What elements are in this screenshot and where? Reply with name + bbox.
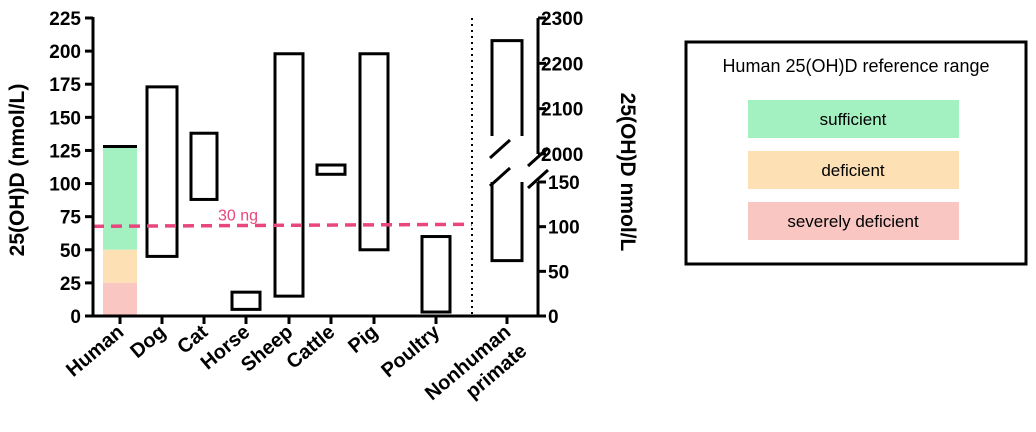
y-right-tick-label: 0: [548, 307, 559, 328]
bar-break-mark-upper: [488, 138, 512, 160]
y-right-tick-label: 2000: [541, 145, 583, 166]
legend-label-deficient: deficient: [821, 161, 885, 180]
range-bar-dog: [145, 85, 179, 258]
legend-swatch-deficient: [748, 151, 959, 189]
y-right-tick-label: 100: [548, 218, 580, 239]
range-bars-layer: [103, 39, 524, 314]
range-bar-nonhuman-primate-lower: [490, 182, 524, 263]
y-right-tick-label: 2100: [541, 100, 583, 121]
axis-break-mark-upper: [526, 146, 550, 168]
human-band-sufficient: [103, 146, 137, 250]
range-bar-nonhuman-primate-upper: [490, 39, 524, 136]
range-bar-cattle: [315, 163, 347, 176]
y-left-tick-label: 75: [60, 208, 82, 229]
range-bar-cat: [189, 131, 219, 201]
legend-items: sufficient deficient severely deficient: [748, 100, 959, 240]
human-band-severely-deficient: [103, 282, 137, 316]
y-right-tick-label: 50: [548, 262, 569, 283]
y-left-tick-label: 100: [49, 175, 81, 196]
human-band-deficient: [103, 249, 137, 283]
reference-line-layer: 30 ng: [92, 207, 473, 229]
bar-break-mark-lower: [488, 166, 512, 188]
human-bands-layer: [103, 146, 137, 316]
x-tick-label-pig: Pig: [344, 321, 382, 358]
range-bar-horse: [230, 290, 262, 311]
y-left-tick-label: 50: [60, 241, 81, 262]
x-tick-label-poultry: Poultry: [377, 320, 445, 382]
legend: Human 25(OH)D reference range sufficient…: [684, 40, 1028, 266]
y-right-tick-label: 2200: [541, 54, 583, 75]
axes-layer: 0 25 50 75 100 125 150 175 200 225 2000 2100 2200 230…: [49, 9, 583, 328]
y-axis-left-title: 25(OH)D (nmol/L): [6, 84, 29, 257]
y-left-tick-label: 150: [49, 108, 81, 129]
x-tick-label-human: Human: [62, 321, 128, 381]
y-left-tick-label: 200: [49, 42, 81, 63]
reference-line-label: 30 ng: [218, 207, 258, 224]
reference-line: [92, 222, 473, 229]
legend-title: Human 25(OH)D reference range: [722, 56, 989, 76]
y-left-tick-label: 175: [49, 75, 81, 96]
x-tick-label-dog: Dog: [126, 321, 170, 363]
y-left-tick-label: 225: [49, 9, 81, 30]
y-left-tick-label: 0: [70, 307, 81, 328]
y-right-tick-label: 150: [548, 173, 580, 194]
range-bar-poultry: [420, 235, 452, 314]
legend-label-severely-deficient: severely deficient: [787, 212, 919, 231]
y-right-tick-label: 2300: [541, 9, 583, 30]
legend-label-sufficient: sufficient: [820, 110, 887, 129]
y-axis-right-title: 25(OH)D nmol/L: [616, 93, 639, 252]
legend-swatch-severely-deficient: [748, 202, 959, 240]
axis-break-mark-lower: [526, 168, 550, 190]
y-left-tick-label: 125: [49, 141, 81, 162]
y-left-tick-label: 25: [60, 274, 82, 295]
range-bar-sheep: [273, 52, 305, 298]
range-bar-pig: [358, 52, 390, 252]
legend-swatch-sufficient: [748, 100, 959, 138]
x-tick-label-cattle: Cattle: [282, 321, 339, 374]
